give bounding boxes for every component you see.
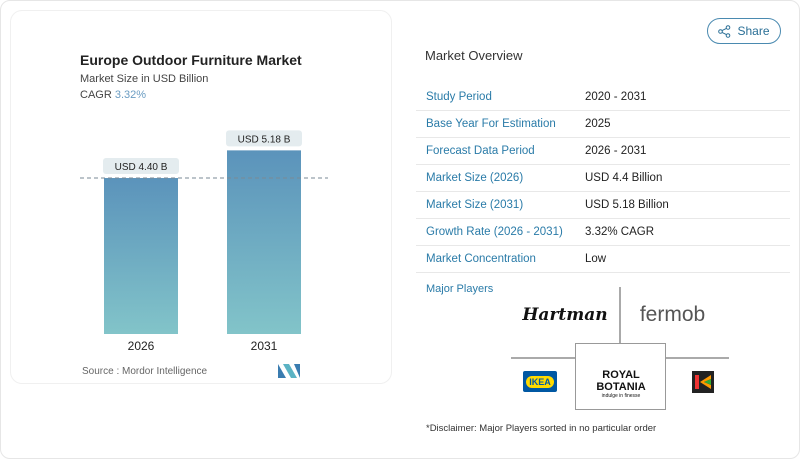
cagr: CAGR 3.32% (80, 89, 146, 101)
data-label-bg (226, 130, 302, 147)
kettler-k-icon (695, 375, 711, 389)
bar-2031 (227, 150, 301, 334)
ikea-logo: IKEA (523, 371, 557, 392)
major-players-label: Major Players (426, 283, 494, 295)
share-icon (718, 24, 731, 38)
kettler-logo (692, 371, 714, 393)
x-tick-label: 2026 (128, 339, 155, 353)
table-row: Growth Rate (2026 - 2031) 3.32% CAGR (416, 219, 790, 246)
mordor-logo-icon (278, 364, 300, 378)
row-key: Market Concentration (426, 253, 536, 265)
row-key: Market Size (2031) (426, 199, 524, 211)
row-value: USD 5.18 Billion (585, 199, 669, 211)
table-row: Market Size (2031) USD 5.18 Billion (416, 192, 790, 219)
x-tick-label: 2031 (251, 339, 278, 353)
overview-title: Market Overview (425, 48, 523, 63)
data-label: USD 4.40 B (115, 162, 168, 173)
row-value: 3.32% CAGR (585, 226, 655, 238)
royal-botania-text: ROYAL BOTANIA (596, 368, 646, 393)
fermob-logo: fermob (639, 303, 706, 326)
disclaimer: *Disclaimer: Major Players sorted in no … (426, 423, 657, 434)
data-label-bg (103, 158, 179, 175)
row-value: 2026 - 2031 (585, 145, 647, 157)
table-row: Forecast Data Period 2026 - 2031 (416, 138, 790, 165)
data-label: USD 5.18 B (238, 134, 291, 145)
chart-subtitle: Market Size in USD Billion (80, 73, 209, 85)
row-value: Low (585, 253, 607, 265)
row-value: 2025 (585, 118, 611, 130)
row-value: 2020 - 2031 (585, 91, 647, 103)
royal-botania-logo: ROYAL BOTANIA indulge in finesse (585, 364, 657, 404)
source-text: Source : Mordor Intelligence (82, 366, 208, 377)
chart-card (10, 10, 392, 384)
row-key: Base Year For Estimation (426, 118, 556, 130)
share-button[interactable]: Share (707, 18, 781, 44)
row-key: Growth Rate (2026 - 2031) (426, 226, 563, 238)
hartman-logo: Hartman (522, 305, 608, 325)
chart-title: Europe Outdoor Furniture Market (80, 52, 302, 68)
row-key: Market Size (2026) (426, 172, 524, 184)
overview-table: Study Period 2020 - 2031 Base Year For Es… (416, 84, 790, 273)
row-key: Forecast Data Period (426, 145, 535, 157)
cagr-value: 3.32% (114, 89, 147, 101)
table-row: Base Year For Estimation 2025 (416, 111, 790, 138)
bar-chart: USD 4.40 B 2026 USD 5.18 B 2031 (80, 130, 328, 353)
table-row: Study Period 2020 - 2031 (416, 84, 790, 111)
share-label: Share (737, 24, 770, 38)
cagr-label: CAGR (80, 89, 112, 101)
bar-2026 (104, 178, 178, 334)
table-row: Market Concentration Low (416, 246, 790, 273)
row-value: USD 4.4 Billion (585, 172, 663, 184)
row-key: Study Period (426, 91, 492, 103)
royal-botania-tagline: indulge in finesse (601, 392, 641, 399)
ikea-logo-text: IKEA (526, 375, 554, 388)
table-row: Market Size (2026) USD 4.4 Billion (416, 165, 790, 192)
